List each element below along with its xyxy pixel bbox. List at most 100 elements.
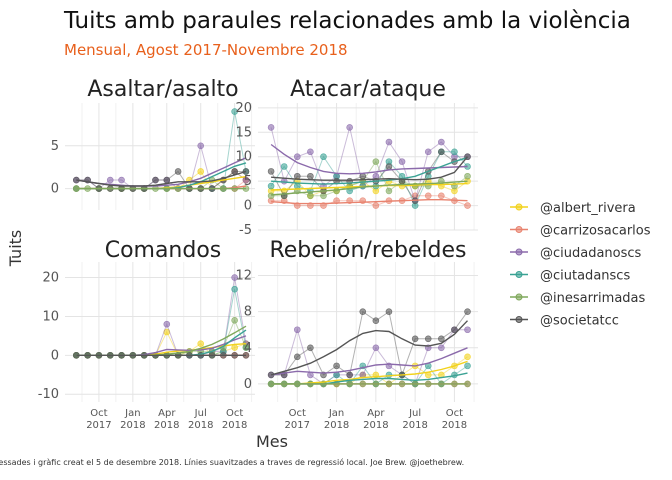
x-tick-label-year: 2018 [324,420,349,431]
legend-marker [515,271,523,278]
data-point [359,172,367,180]
data-point [197,168,205,175]
x-tick-label-month: Oct [226,408,243,419]
data-point [280,163,288,170]
data-point [464,308,471,315]
y-tick-label: 0 [244,199,252,214]
panel-atacar-ataque: -5 0 5 10 15 20 Atacar/ataque [235,77,478,238]
data-point [307,148,314,156]
legend-label: @carrizosacarlos [540,224,651,239]
data-point [333,187,340,195]
series-line [271,195,468,207]
data-point [231,274,238,281]
y-tick-label: 10 [42,309,59,324]
data-point [385,138,393,146]
legend-item-societatcc: @societatcc [510,314,619,329]
data-point [267,168,275,175]
trend-line-carrizosacarlos [271,199,468,205]
data-point [152,176,159,184]
series-line [271,327,468,385]
data-point [438,335,445,343]
data-point [385,371,393,379]
legend-item-inesarrimadas: @inesarrimadas [510,291,646,306]
x-tick-label-month: Jul [408,408,421,419]
trend-line-ciutadanscs [271,157,468,185]
facet-title: Asaltar/asalto [87,77,238,102]
data-point [372,202,380,209]
legend-label: @societatcc [540,314,619,329]
legend: @albert_rivera @carrizosacarlos @ciudadano… [510,201,651,329]
data-point [346,371,353,379]
x-tick-label-month: Jan [328,408,344,419]
data-point [307,344,314,352]
data-point [307,192,314,200]
data-point [174,168,182,175]
data-point [385,187,393,195]
data-point [451,326,458,334]
x-tick-label-year: 2018 [154,420,179,431]
data-point [163,176,171,184]
x-tick-label-year: 2018 [442,420,467,431]
data-point [372,158,380,165]
legend-marker [515,293,523,301]
data-point [438,148,445,156]
x-tick-label-year: 2017 [86,420,111,431]
data-point [464,362,471,370]
data-point [464,353,471,361]
x-tick-label-month: Oct [446,408,463,419]
legend-label: @ciudadanoscs [540,246,642,261]
data-point [320,153,327,161]
x-tick-label-year: 2017 [285,420,310,431]
x-tick-label-month: Jul [194,408,207,419]
trend-line-societatcc [76,170,247,187]
trend-line-inesarrimadas [271,180,468,196]
chart-title: Tuits amb paraules relacionades amb la v… [63,8,631,34]
y-axis-label: Tuits [6,230,25,268]
legend-item-ciutadanscs: @ciutadanscs [510,269,630,284]
trend-line-ciudadanoscs [271,347,468,376]
panel-asaltar-asalto: 0 5 Asaltar/asalto [51,77,255,210]
y-tick-label: 4 [244,341,252,356]
caption: cessades i gràfic creat el 5 de desembre… [0,457,464,467]
facet-panels: 05Asaltar/asalto-505101520Atacar/ataque-… [38,77,478,431]
y-tick-label: 20 [235,101,252,116]
data-point [385,308,393,315]
grid [65,103,255,210]
data-point [411,335,419,343]
data-point [293,353,301,361]
data-point [267,192,275,200]
legend-item-ciudadanoscs: @ciudadanoscs [510,246,642,261]
chart-subtitle: Mensual, Agost 2017-Novembre 2018 [64,41,348,59]
trend-line-societatcc [271,156,469,181]
x-tick-label-year: 2018 [363,420,388,431]
data-point [398,158,406,165]
data-point [163,328,171,336]
trend-line-societatcc [270,320,469,376]
legend-label: @inesarrimadas [540,291,646,306]
data-point [372,344,380,352]
legend-marker [515,203,523,211]
panel-comandos: -1001020ComandosOct2017Jan2018Apr2018Jul… [38,238,255,431]
legend-marker [515,316,523,323]
data-point [464,172,471,180]
series-carrizosacarlos [267,192,471,209]
data-point [231,108,238,115]
data-point [372,317,380,325]
series-line [76,111,247,190]
legend-marker [515,248,523,256]
data-point [464,202,471,209]
x-tick-label-month: Oct [289,408,306,419]
data-point [293,326,301,334]
data-point [231,317,238,324]
y-tick-label: 12 [235,269,252,284]
data-point [106,176,114,184]
x-tick-label-year: 2018 [222,420,247,431]
y-tick-label: -5 [239,223,252,238]
data-point [307,172,314,180]
data-point [267,182,275,190]
trend-line-albert-rivera [271,360,468,385]
data-point [385,163,393,170]
data-point [424,192,432,200]
x-axis-label: Mes [256,432,288,451]
